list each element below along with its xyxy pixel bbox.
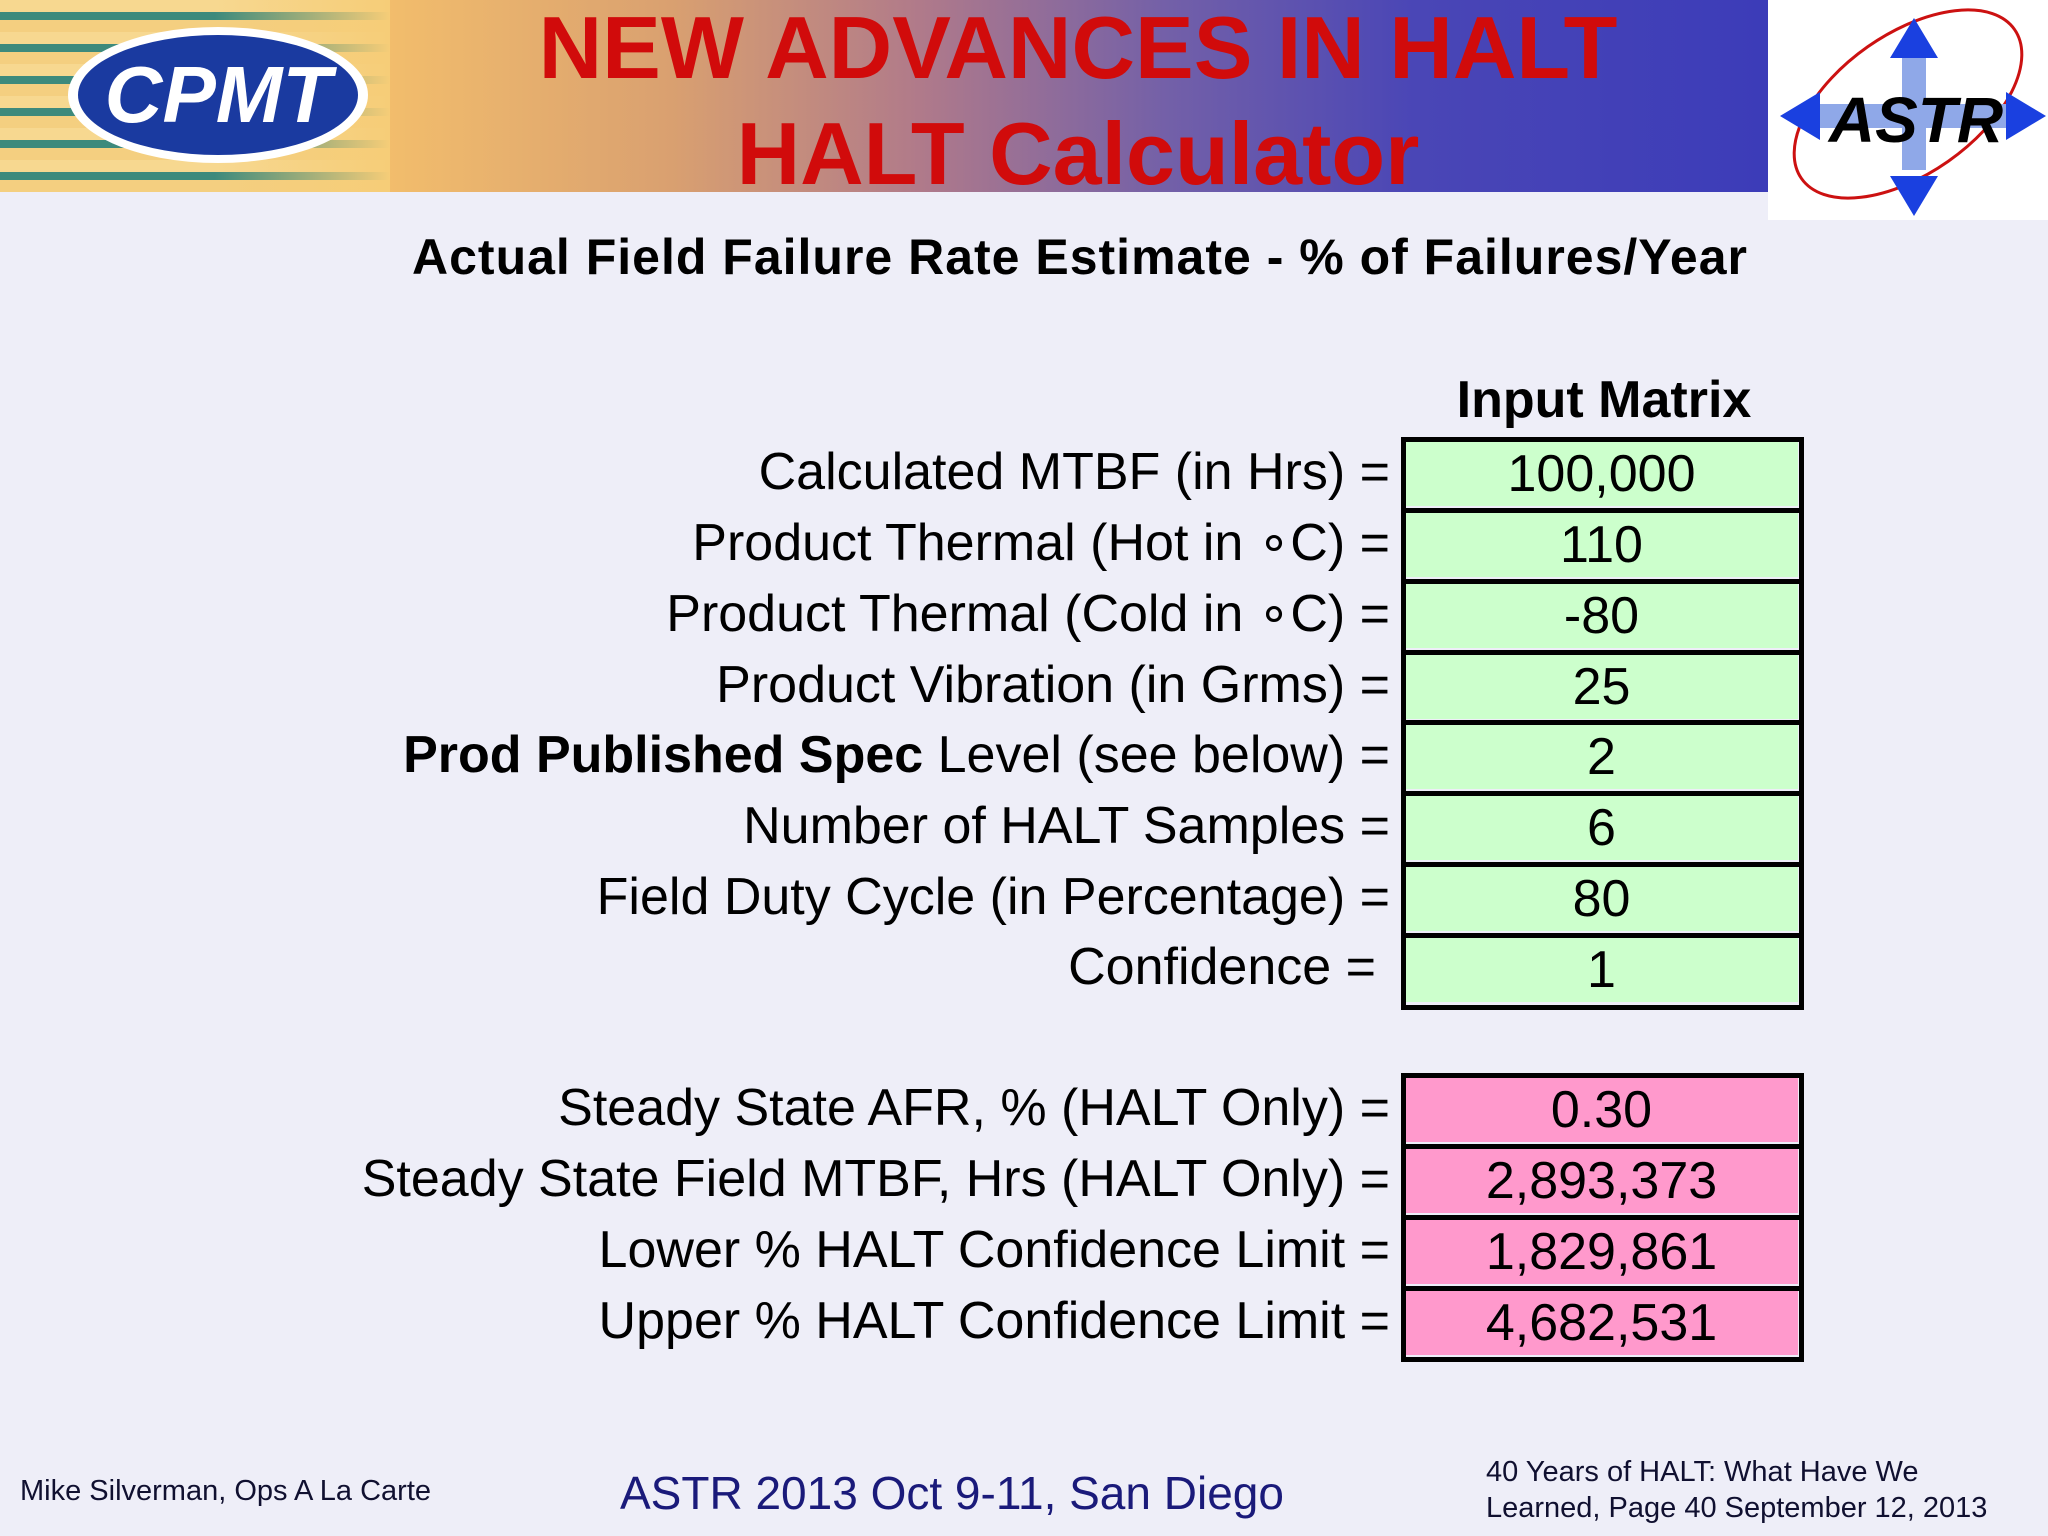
cpmt-logo-text: CPMT [105,50,338,139]
input-divider [1405,650,1800,655]
output-divider [1405,1215,1800,1220]
astr-logo: ASTR [1780,8,2046,216]
astr-logo-box: ASTR [1768,0,2048,220]
input-thermal-hot[interactable]: 110 [1405,513,1798,577]
input-published-spec[interactable]: 2 [1405,725,1798,789]
label-confidence: Confidence = [1068,938,1376,996]
label-published-spec: Prod Published Spec Level (see below) = [403,720,1390,790]
footer-page-info-line2: Learned, Page 40 September 12, 2013 [1486,1492,1988,1524]
input-vibration[interactable]: 25 [1405,655,1798,719]
label-duty-cycle: Field Duty Cycle (in Percentage) = [596,868,1390,926]
footer-page-info: 40 Years of HALT: What Have We Learned, … [1486,1454,1987,1526]
input-divider [1405,791,1800,796]
input-thermal-cold[interactable]: -80 [1405,584,1798,648]
input-divider [1405,720,1800,725]
page-title-line1: NEW ADVANCES IN HALT [538,0,1618,97]
astr-logo-text: ASTR [1827,84,2003,156]
input-confidence[interactable]: 1 [1405,938,1798,1002]
output-upper-confidence: 4,682,531 [1405,1291,1798,1355]
label-lower-confidence: Lower % HALT Confidence Limit = [598,1221,1390,1279]
input-divider [1405,508,1800,513]
label-steady-state-afr: Steady State AFR, % (HALT Only) = [558,1079,1390,1137]
input-divider [1405,933,1800,938]
input-calculated-mtbf[interactable]: 100,000 [1405,442,1798,506]
label-upper-confidence: Upper % HALT Confidence Limit = [598,1292,1390,1350]
label-steady-state-mtbf: Steady State Field MTBF, Hrs (HALT Only)… [361,1150,1390,1208]
label-published-spec-rest: Level (see below) = [923,726,1390,784]
input-matrix-header: Input Matrix [1456,371,1752,429]
label-thermal-cold: Product Thermal (Cold in ∘C) = [666,585,1390,643]
output-lower-confidence: 1,829,861 [1405,1220,1798,1284]
input-divider [1405,862,1800,867]
input-halt-samples[interactable]: 6 [1405,796,1798,860]
subtitle: Actual Field Failure Rate Estimate - % o… [412,229,1748,285]
input-divider [1405,579,1800,584]
output-steady-state-mtbf: 2,893,373 [1405,1149,1798,1213]
output-divider [1405,1286,1800,1291]
input-duty-cycle[interactable]: 80 [1405,867,1798,931]
footer-page-info-line1: 40 Years of HALT: What Have We [1486,1456,1919,1488]
label-calculated-mtbf: Calculated MTBF (in Hrs) = [758,443,1390,501]
output-divider [1405,1144,1800,1149]
label-thermal-hot: Product Thermal (Hot in ∘C) = [692,514,1390,572]
label-vibration: Product Vibration (in Grms) = [716,656,1390,714]
page-title-line2: HALT Calculator [736,104,1420,203]
cpmt-logo: CPMT [68,27,368,163]
label-halt-samples: Number of HALT Samples = [743,797,1390,855]
footer-author: Mike Silverman, Ops A La Carte [20,1475,431,1507]
label-published-spec-bold: Prod Published Spec [403,726,924,784]
footer-event: ASTR 2013 Oct 9-11, San Diego [620,1467,1284,1519]
output-steady-state-afr: 0.30 [1405,1078,1798,1142]
